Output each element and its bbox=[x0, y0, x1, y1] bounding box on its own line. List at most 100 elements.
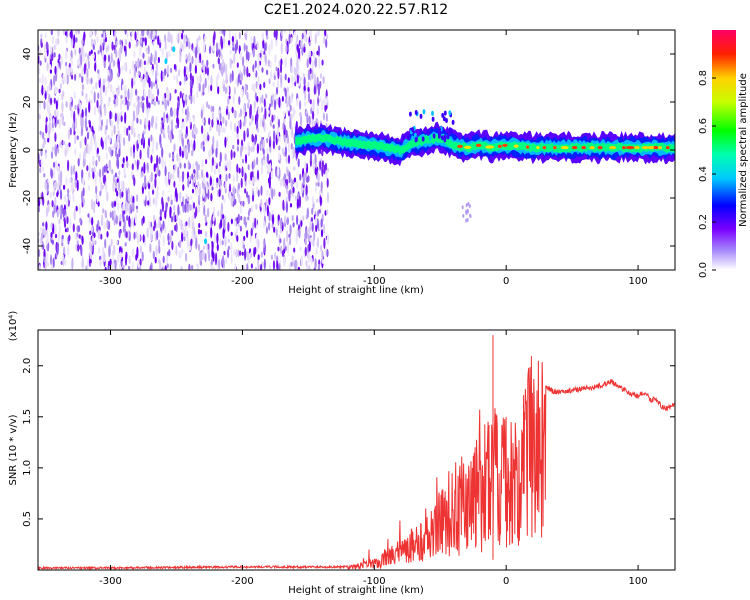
noise-cell bbox=[314, 258, 317, 270]
noise-cell bbox=[153, 30, 156, 37]
x-tick-label: -200 bbox=[231, 276, 254, 287]
noise-cell bbox=[202, 83, 205, 93]
noise-cell bbox=[129, 68, 132, 75]
noise-cell bbox=[231, 70, 234, 82]
noise-cell bbox=[53, 169, 56, 179]
noise-cell bbox=[227, 96, 230, 105]
noise-cell bbox=[227, 111, 230, 120]
noise-cell bbox=[290, 37, 293, 44]
noise-cell bbox=[75, 244, 78, 252]
noise-cell bbox=[208, 149, 211, 158]
noise-cell bbox=[162, 220, 165, 230]
noise-cell bbox=[49, 45, 53, 54]
noise-cell bbox=[94, 30, 97, 37]
noise-cell bbox=[51, 53, 54, 61]
noise-cell bbox=[274, 251, 277, 260]
noise-cell bbox=[303, 46, 306, 53]
noise-cell bbox=[127, 88, 130, 101]
noise-cell bbox=[101, 49, 104, 60]
noise-cell bbox=[120, 110, 123, 116]
noise-cell bbox=[110, 120, 114, 129]
noise-cell bbox=[94, 240, 97, 246]
noise-cell bbox=[187, 141, 190, 154]
noise-cell bbox=[204, 214, 207, 224]
noise-cell bbox=[167, 89, 170, 101]
noise-cell bbox=[246, 250, 249, 261]
noise-cell bbox=[45, 152, 48, 160]
noise-cell bbox=[133, 231, 136, 240]
noise-cell bbox=[62, 140, 65, 145]
noise-cell bbox=[270, 254, 273, 260]
noise-cell bbox=[167, 233, 170, 242]
noise-cell bbox=[76, 135, 79, 140]
noise-cell bbox=[205, 184, 208, 195]
noise-cell bbox=[218, 41, 221, 50]
noise-cell bbox=[97, 50, 100, 55]
noise-cell bbox=[178, 217, 181, 227]
tail-cell bbox=[465, 210, 468, 215]
noise-cell bbox=[265, 93, 268, 99]
noise-cell bbox=[314, 33, 317, 45]
noise-cell bbox=[154, 70, 158, 82]
noise-cell bbox=[162, 71, 165, 79]
noise-cell bbox=[74, 73, 77, 81]
noise-cell bbox=[102, 184, 105, 189]
noise-cell bbox=[66, 216, 69, 225]
noise-cell bbox=[108, 146, 111, 152]
noise-cell bbox=[119, 214, 122, 222]
noise-cell bbox=[248, 208, 252, 213]
noise-cell bbox=[63, 121, 66, 127]
noise-cell bbox=[315, 182, 318, 187]
noise-cell bbox=[116, 178, 119, 183]
noise-cell bbox=[130, 90, 133, 100]
noise-cell bbox=[111, 147, 114, 157]
noise-cell bbox=[296, 44, 299, 50]
noise-cell bbox=[250, 205, 253, 213]
noise-cell bbox=[251, 133, 254, 143]
noise-cell bbox=[108, 96, 111, 103]
noise-cell bbox=[295, 259, 298, 270]
noise-cell bbox=[167, 241, 170, 246]
noise-cell bbox=[61, 241, 64, 247]
noise-cell bbox=[84, 136, 87, 146]
noise-cell bbox=[114, 30, 117, 40]
noise-cell bbox=[192, 202, 196, 209]
noise-cell bbox=[137, 134, 141, 145]
noise-cell bbox=[307, 233, 310, 241]
x-tick-label: 0 bbox=[503, 576, 509, 587]
noise-cell bbox=[191, 188, 195, 194]
tail-cell bbox=[469, 213, 472, 218]
noise-cell bbox=[154, 173, 157, 178]
noise-cell bbox=[220, 209, 223, 215]
noise-cell bbox=[205, 231, 208, 238]
noise-cell bbox=[150, 81, 153, 90]
noise-cell bbox=[236, 145, 239, 152]
noise-cell bbox=[78, 98, 81, 110]
noise-cell bbox=[286, 136, 290, 144]
noise-cell bbox=[295, 49, 298, 56]
noise-cell bbox=[234, 263, 237, 270]
noise-cell bbox=[210, 105, 213, 113]
noise-cell bbox=[136, 159, 139, 170]
noise-cell bbox=[293, 30, 297, 37]
noise-cell bbox=[223, 79, 226, 86]
noise-cell bbox=[315, 247, 318, 256]
noise-cell bbox=[184, 226, 187, 238]
noise-cell bbox=[42, 222, 45, 227]
noise-cell bbox=[268, 130, 271, 137]
noise-cell bbox=[183, 236, 186, 241]
noise-cell bbox=[151, 115, 155, 125]
noise-cell bbox=[227, 84, 230, 95]
noise-cell bbox=[275, 86, 279, 95]
noise-cell bbox=[274, 70, 277, 76]
noise-cell bbox=[105, 125, 108, 131]
noise-cell bbox=[191, 129, 194, 138]
noise-cell bbox=[51, 239, 55, 245]
noise-cell bbox=[88, 162, 91, 174]
noise-cell bbox=[219, 151, 222, 163]
noise-cell bbox=[196, 37, 199, 44]
noise-cell bbox=[139, 37, 143, 44]
noise-cell bbox=[132, 202, 135, 213]
noise-cell bbox=[253, 107, 256, 113]
noise-cell bbox=[173, 204, 176, 211]
